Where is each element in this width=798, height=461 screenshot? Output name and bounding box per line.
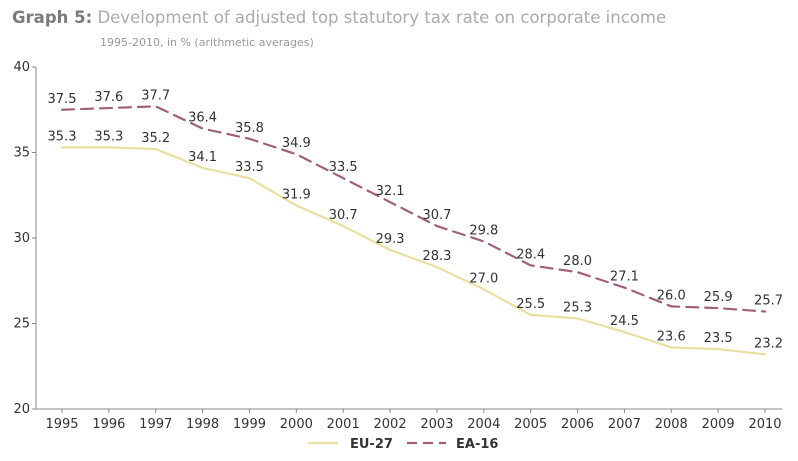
- data-label: 34.1: [188, 150, 217, 165]
- data-label: 35.3: [94, 129, 123, 144]
- data-label: 29.8: [469, 223, 498, 238]
- x-tick-label: 2010: [748, 417, 781, 432]
- series-line-ea-16: [60, 105, 767, 313]
- x-tick-label: 2007: [608, 417, 641, 432]
- x-tick-label: 2001: [327, 417, 360, 432]
- data-label: 33.5: [235, 160, 264, 175]
- data-label: 27.1: [610, 270, 639, 285]
- data-label: 25.9: [704, 290, 733, 305]
- x-tick-label: 1998: [186, 417, 219, 432]
- x-tick-label: 2003: [420, 417, 453, 432]
- legend-label-eu-27: EU-27: [350, 437, 393, 452]
- x-tick-label: 2000: [280, 417, 313, 432]
- y-tick-label: 20: [13, 402, 30, 417]
- data-label: 37.6: [94, 90, 123, 105]
- data-label: 31.9: [282, 188, 311, 203]
- y-tick-label: 35: [13, 146, 30, 161]
- data-label: 35.3: [48, 129, 77, 144]
- data-label: 29.3: [376, 232, 405, 247]
- data-label: 23.5: [704, 331, 733, 346]
- chart-subtitle: 1995-2010, in % (arithmetic averages): [100, 36, 314, 49]
- data-label: 23.2: [754, 336, 783, 351]
- x-tick-label: 2008: [655, 417, 688, 432]
- legend-label-ea-16: EA-16: [456, 437, 498, 452]
- data-label: 30.7: [422, 208, 451, 223]
- data-label: 30.7: [329, 208, 358, 223]
- data-label: 35.8: [235, 121, 264, 136]
- chart-title-prefix: Graph 5:: [12, 8, 93, 27]
- data-label: 28.0: [563, 254, 592, 269]
- x-tick-label: 2005: [514, 417, 547, 432]
- data-label: 23.6: [657, 329, 686, 344]
- data-label: 25.3: [563, 300, 592, 315]
- data-label: 24.5: [610, 314, 639, 329]
- data-label: 32.1: [376, 184, 405, 199]
- chart-title: Graph 5: Development of adjusted top sta…: [12, 8, 666, 27]
- y-tick-label: 30: [13, 231, 30, 246]
- y-tick-label: 25: [13, 317, 30, 332]
- series-line-eu-27: [60, 146, 767, 356]
- x-tick-label: 2009: [702, 417, 735, 432]
- data-label: 36.4: [188, 111, 217, 126]
- data-label: 28.3: [422, 249, 451, 264]
- x-tick-label: 1995: [45, 417, 78, 432]
- data-label: 37.7: [141, 88, 170, 103]
- data-label: 33.5: [329, 160, 358, 175]
- x-tick-label: 2002: [374, 417, 407, 432]
- data-label: 35.2: [141, 131, 170, 146]
- x-tick-label: 1996: [92, 417, 125, 432]
- x-tick-label: 1999: [233, 417, 266, 432]
- data-label: 25.5: [516, 297, 545, 312]
- data-label: 34.9: [282, 136, 311, 151]
- data-label: 25.7: [754, 294, 783, 309]
- x-tick-label: 1997: [139, 417, 172, 432]
- data-label: 26.0: [657, 288, 686, 303]
- y-tick-label: 40: [13, 60, 30, 75]
- data-label: 37.5: [48, 92, 77, 107]
- x-tick-label: 2006: [561, 417, 594, 432]
- data-label: 27.0: [469, 271, 498, 286]
- x-tick-label: 2004: [467, 417, 500, 432]
- chart-title-text: Development of adjusted top statutory ta…: [97, 8, 667, 27]
- data-label: 28.4: [516, 247, 545, 262]
